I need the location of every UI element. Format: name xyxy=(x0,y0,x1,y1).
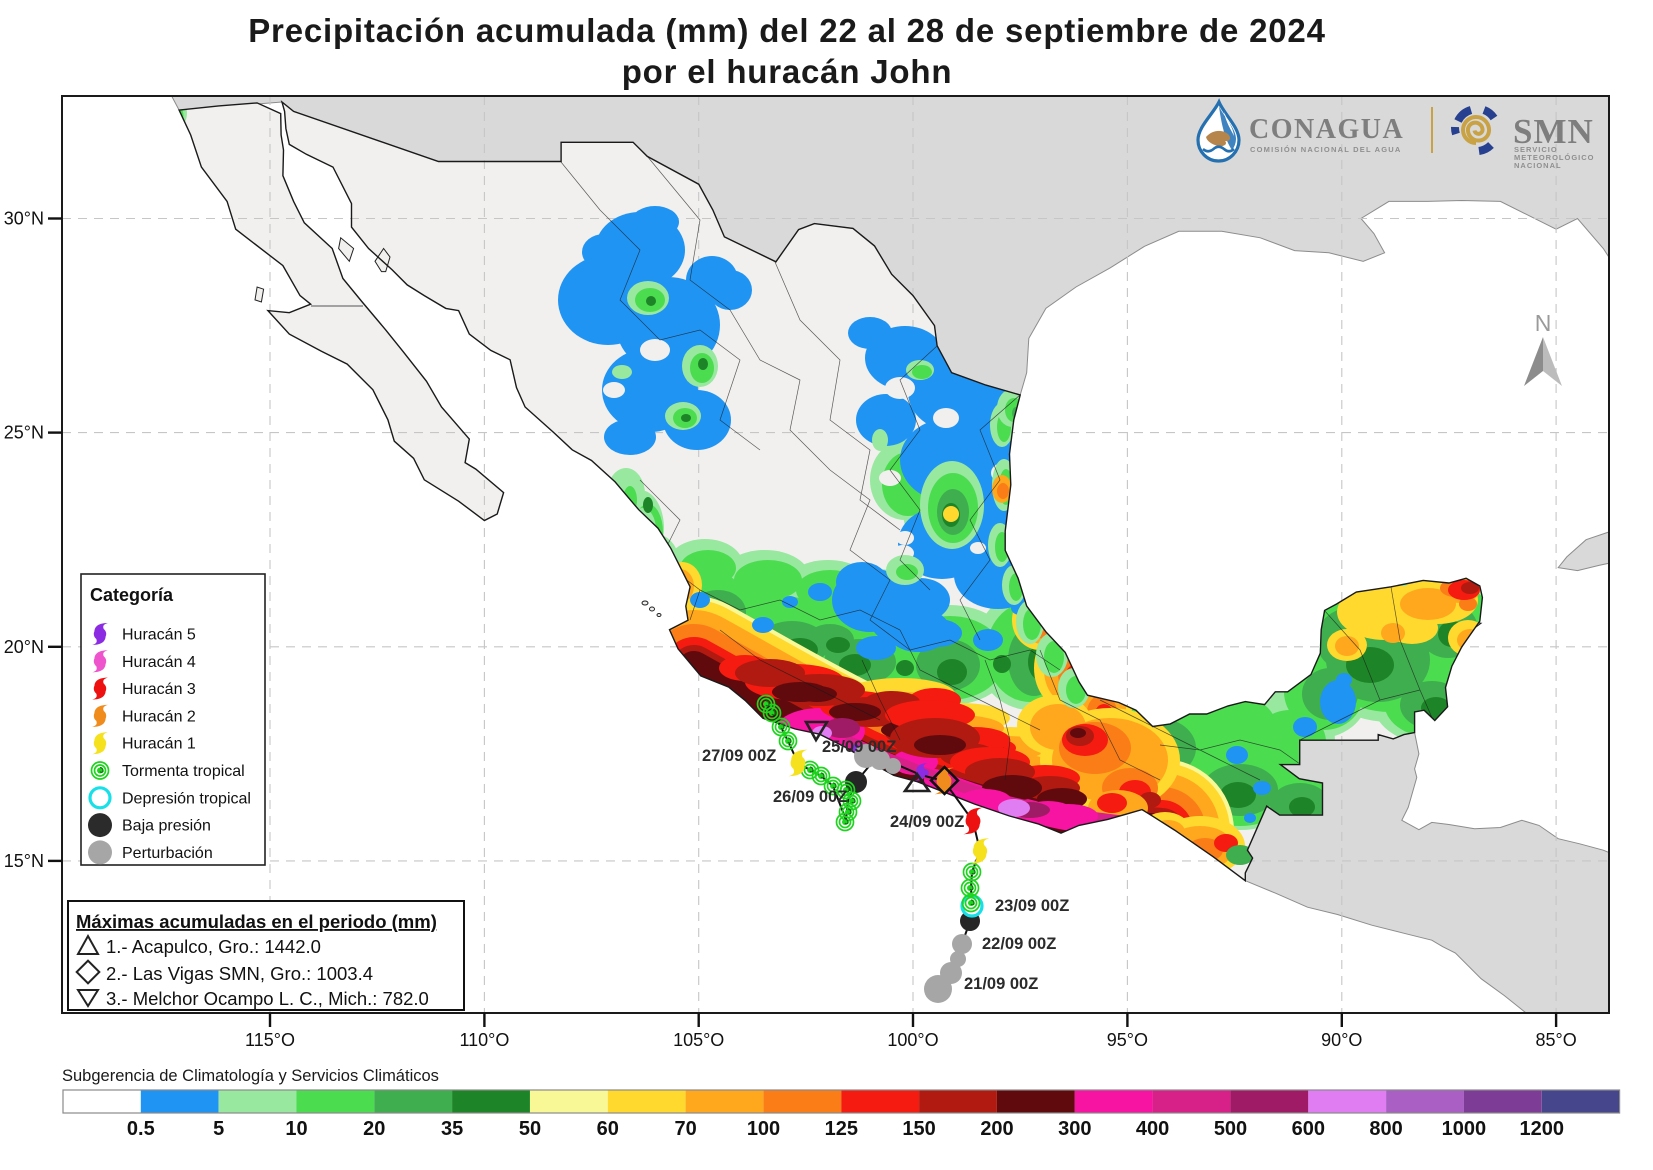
svg-text:Huracán 3: Huracán 3 xyxy=(122,681,196,698)
svg-text:3.- Melchor Ocampo L. C., Mich: 3.- Melchor Ocampo L. C., Mich.: 782.0 xyxy=(106,988,429,1009)
svg-text:200: 200 xyxy=(980,1118,1013,1140)
svg-text:100°O: 100°O xyxy=(887,1030,938,1050)
svg-text:Subgerencia de Climatología y: Subgerencia de Climatología y Servicios … xyxy=(62,1067,439,1085)
svg-text:90°O: 90°O xyxy=(1321,1030,1362,1050)
svg-text:Huracán 1: Huracán 1 xyxy=(122,736,196,753)
svg-text:30°N: 30°N xyxy=(4,209,44,229)
svg-text:5: 5 xyxy=(213,1118,224,1140)
svg-text:por el huracán John: por el huracán John xyxy=(622,53,953,90)
svg-text:22/09 00Z: 22/09 00Z xyxy=(982,935,1056,953)
svg-text:20: 20 xyxy=(363,1118,385,1140)
svg-text:125: 125 xyxy=(825,1118,858,1140)
svg-text:115°O: 115°O xyxy=(245,1030,295,1050)
svg-text:Categoría: Categoría xyxy=(90,585,174,605)
svg-text:60: 60 xyxy=(597,1118,619,1140)
svg-text:105°O: 105°O xyxy=(673,1030,724,1050)
svg-text:400: 400 xyxy=(1136,1118,1169,1140)
svg-text:23/09 00Z: 23/09 00Z xyxy=(995,897,1069,915)
svg-text:Huracán 2: Huracán 2 xyxy=(122,708,196,725)
svg-text:24/09 00Z: 24/09 00Z xyxy=(890,813,964,831)
svg-text:27/09 00Z: 27/09 00Z xyxy=(702,747,776,765)
svg-text:500: 500 xyxy=(1214,1118,1247,1140)
svg-text:1000: 1000 xyxy=(1442,1118,1487,1140)
svg-text:15°N: 15°N xyxy=(4,851,44,871)
svg-text:25/09 00Z: 25/09 00Z xyxy=(822,738,896,756)
svg-text:SERVICIO: SERVICIO xyxy=(1514,145,1558,154)
svg-text:SMN: SMN xyxy=(1513,112,1594,151)
svg-text:0.5: 0.5 xyxy=(127,1118,155,1140)
svg-text:Precipitación acumulada (mm) d: Precipitación acumulada (mm) del 22 al 2… xyxy=(248,12,1326,49)
svg-text:35: 35 xyxy=(441,1118,463,1140)
svg-text:150: 150 xyxy=(902,1118,935,1140)
svg-text:Depresión tropical: Depresión tropical xyxy=(122,790,251,807)
svg-text:Tormenta tropical: Tormenta tropical xyxy=(122,763,245,780)
svg-text:20°N: 20°N xyxy=(4,637,44,657)
svg-text:300: 300 xyxy=(1058,1118,1091,1140)
svg-text:Perturbación: Perturbación xyxy=(122,845,213,862)
svg-text:70: 70 xyxy=(674,1118,696,1140)
svg-text:Baja presión: Baja presión xyxy=(122,818,211,835)
svg-text:1.- Acapulco, Gro.: 1442.0: 1.- Acapulco, Gro.: 1442.0 xyxy=(106,936,321,957)
svg-text:METEOROLÓGICO: METEOROLÓGICO xyxy=(1514,153,1595,162)
svg-text:85°O: 85°O xyxy=(1535,1030,1576,1050)
svg-text:2.- Las Vigas SMN, Gro.: 1003.: 2.- Las Vigas SMN, Gro.: 1003.4 xyxy=(106,963,373,984)
svg-text:50: 50 xyxy=(519,1118,541,1140)
svg-text:100: 100 xyxy=(747,1118,780,1140)
svg-text:25°N: 25°N xyxy=(4,423,44,443)
svg-text:21/09 00Z: 21/09 00Z xyxy=(964,975,1038,993)
svg-text:26/09 00Z: 26/09 00Z xyxy=(773,788,847,806)
svg-text:95°O: 95°O xyxy=(1107,1030,1148,1050)
svg-text:800: 800 xyxy=(1369,1118,1402,1140)
svg-text:CONAGUA: CONAGUA xyxy=(1249,114,1404,145)
svg-text:110°O: 110°O xyxy=(459,1030,509,1050)
svg-text:N: N xyxy=(1535,310,1552,336)
svg-text:Huracán 5: Huracán 5 xyxy=(122,627,196,644)
svg-text:Huracán 4: Huracán 4 xyxy=(122,654,196,671)
svg-text:COMISIÓN NACIONAL DEL AGUA: COMISIÓN NACIONAL DEL AGUA xyxy=(1250,145,1401,154)
svg-text:NACIONAL: NACIONAL xyxy=(1514,161,1562,170)
svg-text:10: 10 xyxy=(285,1118,307,1140)
svg-text:Máximas acumuladas en el perio: Máximas acumuladas en el periodo (mm) xyxy=(76,911,437,932)
svg-text:1200: 1200 xyxy=(1520,1118,1565,1140)
svg-text:600: 600 xyxy=(1292,1118,1325,1140)
